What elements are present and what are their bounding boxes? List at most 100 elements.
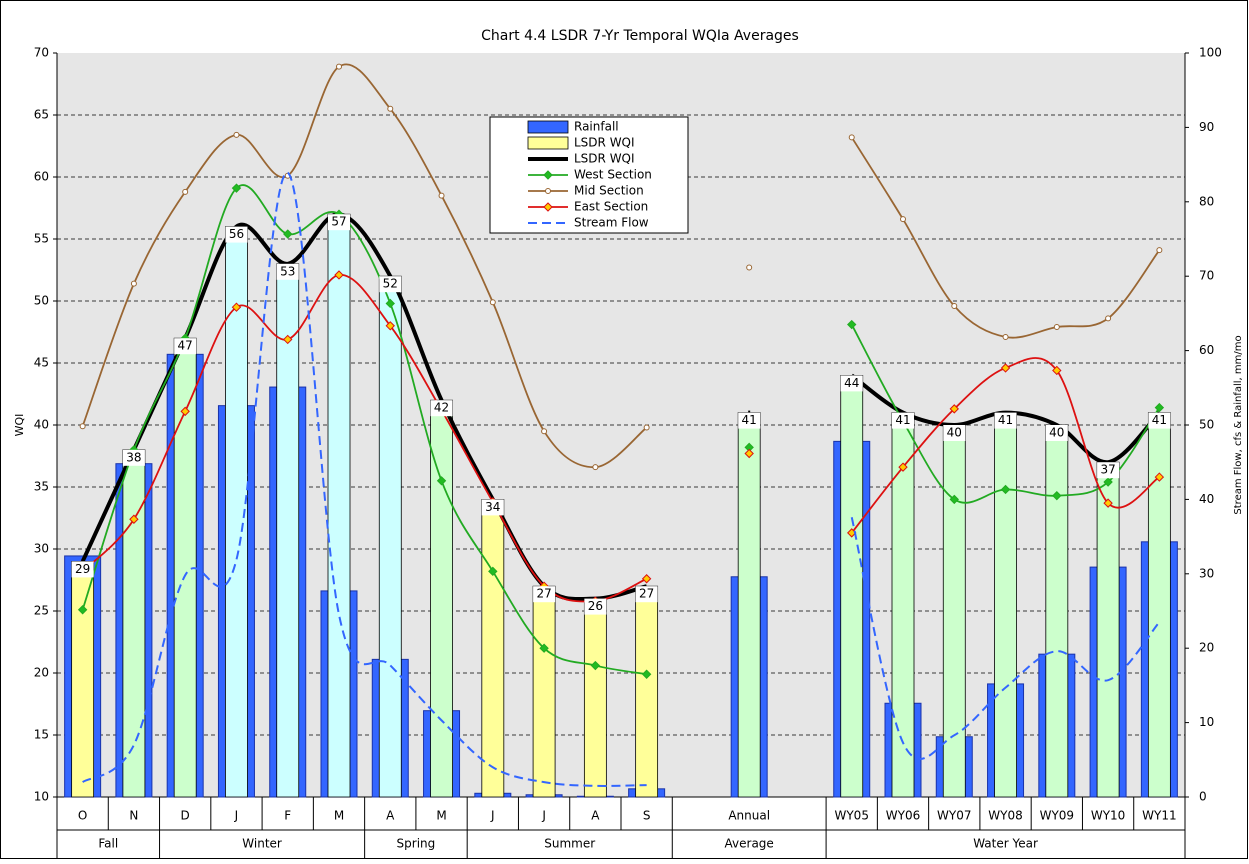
marker [387,105,394,112]
data-label-box [276,263,299,280]
y2-tick-label: 10 [1199,715,1214,729]
legend-label: LSDR WQI [574,136,635,150]
bar [635,585,659,798]
marker [900,216,906,223]
bar [1045,424,1069,798]
marker [1103,498,1113,508]
bar [994,412,1017,798]
x-tick-label: J [490,809,495,823]
marker [949,404,959,414]
x-tick-label: A [591,809,600,823]
data-label-box [71,561,94,578]
y2-tick-label: 20 [1199,641,1214,655]
marker [283,334,293,345]
group-label: Summer [544,837,595,851]
data-label: 41 [895,413,910,427]
bar [122,449,146,798]
marker [746,264,753,271]
bar [737,412,761,798]
x-tick-label: M [334,809,344,823]
data-label-box [481,499,504,516]
y2-tick-label: 90 [1199,120,1214,134]
group-label: Average [725,837,774,851]
legend-swatch [527,136,569,150]
marker [129,514,139,524]
data-label: 34 [485,500,500,514]
x-tick-label: J [234,809,239,823]
marker [541,428,548,435]
y2-tick-label: 30 [1199,566,1214,580]
data-label-box [225,226,248,243]
marker [1053,324,1060,331]
marker [592,464,599,471]
legend-marker [545,188,551,194]
marker [334,270,344,280]
marker [1156,247,1163,254]
marker [1000,484,1011,495]
data-label: 57 [331,215,346,229]
data-label: 42 [434,401,449,415]
marker [436,476,447,486]
x-tick-label: O [78,809,87,823]
data-label: 52 [383,277,398,291]
group-label: Water Year [973,837,1038,851]
data-label-box [994,412,1017,429]
marker [489,299,496,306]
bar [532,585,556,798]
marker [385,298,395,309]
data-label: 40 [947,426,962,440]
data-label: 41 [998,413,1013,427]
data-label-box [584,598,607,615]
x-tick-label: F [284,809,291,823]
x-tick-label: A [386,809,395,823]
data-label-box [122,449,145,466]
x-tick-label: WY11 [1142,809,1176,823]
group-label: Fall [98,837,118,851]
y-tick-label: 15 [34,728,49,742]
marker [180,406,190,417]
marker [438,192,445,199]
legend-swatch [527,120,569,134]
data-label-box [1097,462,1120,479]
data-label-box [635,586,658,603]
marker [951,302,958,309]
marker [79,423,86,430]
data-label: 26 [588,599,603,613]
marker [336,63,342,70]
data-label: 37 [1100,463,1115,477]
y-tick-label: 35 [34,480,49,494]
line [82,171,647,787]
legend-marker [543,202,553,212]
x-tick-label: WY06 [886,809,920,823]
y-tick-label: 50 [34,294,49,308]
data-label-box [328,214,350,231]
data-label-box [533,586,556,603]
x-tick-label: WY05 [834,809,868,823]
marker [848,134,855,141]
y-tick-label: 45 [34,356,49,370]
x-tick-label: N [129,809,138,823]
data-label: 47 [178,339,193,353]
data-label-box [840,375,863,392]
chart-title: Chart 4.4 LSDR 7-Yr Temporal WQIa Averag… [481,28,799,44]
line [81,274,648,603]
group-label: Winter [242,837,282,851]
bar [583,598,607,798]
marker [233,131,240,138]
marker [1002,333,1009,340]
bar [840,374,864,798]
marker [283,229,293,239]
marker [539,643,549,653]
data-label: 29 [75,562,90,576]
marker [1052,365,1062,376]
marker [231,302,242,312]
data-label: 27 [536,587,551,601]
marker [1052,490,1062,501]
legend-box [489,116,689,234]
group-label: Spring [397,837,436,851]
legend-label: West Section [574,168,652,182]
data-label: 41 [742,413,757,427]
y-tick-label: 30 [34,542,49,556]
legend-label: East Section [574,200,648,214]
